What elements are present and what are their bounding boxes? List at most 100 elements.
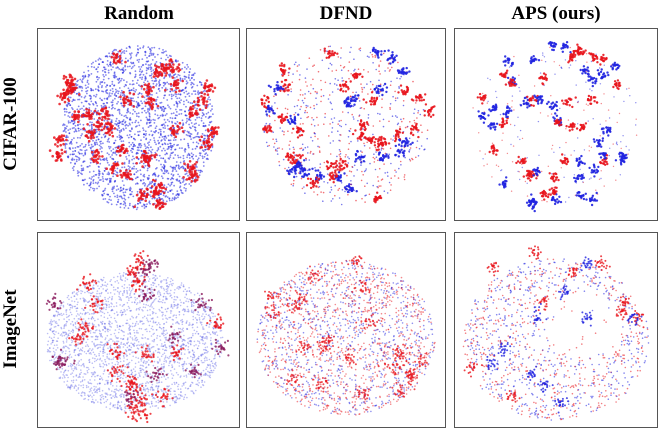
blue-point <box>178 147 181 149</box>
blue-point <box>188 131 190 133</box>
blue-point <box>116 102 118 105</box>
blue-point <box>112 158 115 160</box>
blue-point <box>177 167 180 169</box>
blue-point <box>185 99 188 102</box>
blue-point <box>106 92 109 95</box>
red-point <box>60 134 64 137</box>
scatter-point <box>413 112 415 115</box>
blue-point <box>98 130 101 133</box>
blue-point <box>129 202 131 205</box>
scatter-point <box>339 64 342 67</box>
blue-point <box>140 93 143 95</box>
scatter-point <box>361 88 364 91</box>
red-point <box>115 150 119 153</box>
red-point <box>169 126 173 130</box>
blue-point <box>115 120 117 122</box>
red-point <box>118 54 122 58</box>
cluster-point <box>575 194 578 197</box>
scatter-point <box>321 59 324 62</box>
scatter-point <box>354 68 356 71</box>
blue-point <box>171 120 173 123</box>
scatter-point <box>585 81 587 83</box>
blue-point <box>170 85 173 88</box>
red-point <box>92 159 95 162</box>
scatter-point <box>620 147 622 150</box>
scatter-point <box>382 125 385 128</box>
red-point <box>82 127 86 130</box>
scatter-point <box>340 57 342 59</box>
blue-point <box>132 109 135 111</box>
cluster-point <box>316 179 319 182</box>
blue-point <box>88 165 91 167</box>
cluster-point <box>555 108 559 112</box>
cluster-point <box>483 117 487 121</box>
scatter-point <box>300 105 302 108</box>
scatter-point <box>331 131 333 133</box>
blue-point <box>202 161 205 164</box>
scatter-point <box>344 190 346 193</box>
cluster-point <box>263 105 266 108</box>
red-point <box>111 124 114 128</box>
blue-point <box>90 181 92 184</box>
cluster-point <box>355 75 359 78</box>
cluster-point <box>387 155 390 158</box>
cluster-point <box>326 167 329 171</box>
blue-point <box>99 83 102 85</box>
blue-point <box>102 74 105 76</box>
scatter-point <box>299 74 301 76</box>
blue-point <box>165 195 168 197</box>
cluster-point <box>359 128 362 131</box>
blue-point <box>93 189 95 192</box>
blue-point <box>110 119 113 121</box>
blue-point <box>175 161 178 163</box>
cluster-point <box>315 185 318 188</box>
blue-point <box>118 131 121 134</box>
red-point <box>164 88 167 92</box>
cluster-point <box>273 90 276 93</box>
blue-point <box>101 172 104 175</box>
red-point <box>178 68 182 72</box>
blue-point <box>129 186 132 189</box>
scatter-point <box>487 100 489 103</box>
blue-point <box>94 181 97 184</box>
blue-point <box>172 175 175 177</box>
blue-point <box>154 80 157 82</box>
blue-point <box>118 136 121 139</box>
scatter-point <box>590 60 593 63</box>
blue-point <box>190 127 192 130</box>
panel-cifar100-random <box>37 28 240 221</box>
red-point <box>190 179 194 183</box>
blue-point <box>108 164 110 166</box>
cluster-point <box>380 50 383 53</box>
blue-point <box>150 70 153 73</box>
cluster-point <box>384 143 388 146</box>
blue-point <box>140 71 143 74</box>
blue-point <box>123 93 126 96</box>
blue-point <box>121 166 123 169</box>
blue-point <box>111 101 114 104</box>
blue-point <box>129 65 131 68</box>
scatter-point <box>377 176 379 178</box>
scatter-point <box>338 120 341 122</box>
blue-point <box>145 69 148 72</box>
blue-point <box>111 50 114 53</box>
blue-point <box>117 82 120 84</box>
cluster-point <box>356 73 359 76</box>
blue-point <box>82 167 85 170</box>
red-point <box>176 129 179 132</box>
cluster-point <box>555 114 559 118</box>
scatter-point <box>304 111 306 114</box>
blue-point <box>177 93 180 95</box>
red-point <box>171 69 175 73</box>
blue-point <box>137 202 139 205</box>
cluster-point <box>343 99 346 103</box>
red-point <box>200 95 203 98</box>
blue-point <box>163 131 165 133</box>
blue-point <box>123 194 126 197</box>
scatter-point <box>299 147 301 150</box>
cluster-point <box>273 88 276 91</box>
blue-point <box>127 87 130 90</box>
blue-point <box>73 158 76 161</box>
blue-point <box>85 87 88 90</box>
blue-point <box>77 98 79 101</box>
